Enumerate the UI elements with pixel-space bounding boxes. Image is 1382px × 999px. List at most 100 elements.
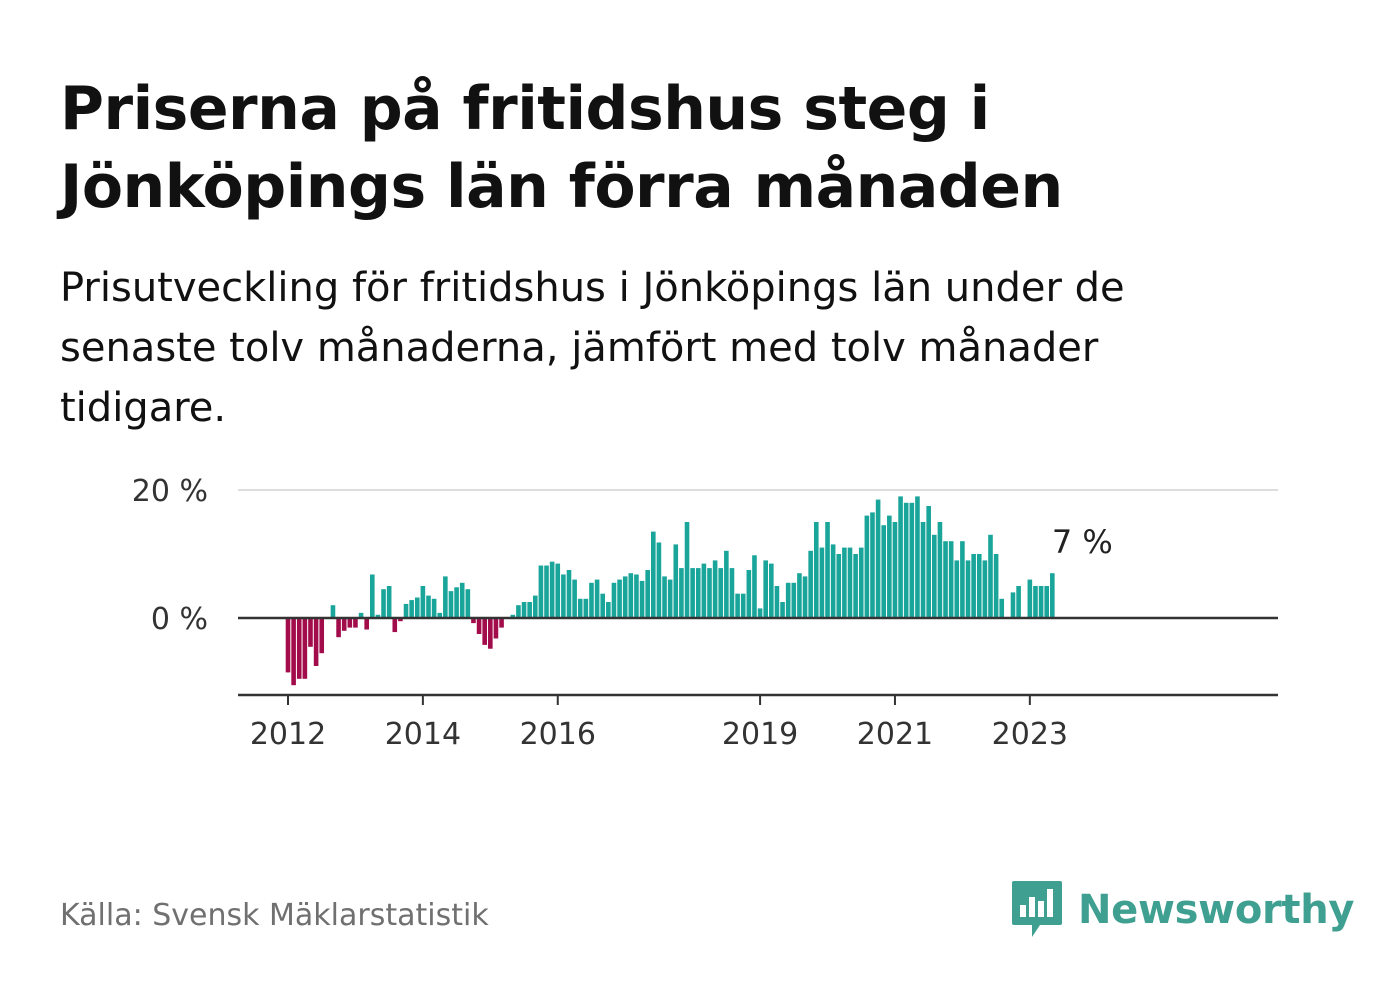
bar	[465, 589, 471, 618]
bar	[414, 597, 420, 618]
bar	[476, 618, 482, 634]
bar	[903, 502, 909, 618]
bar	[336, 618, 341, 638]
bar	[611, 582, 617, 618]
bar	[639, 580, 645, 618]
bar	[319, 618, 325, 654]
bar	[780, 602, 785, 618]
bar	[858, 547, 864, 618]
bar	[454, 587, 459, 618]
bar	[347, 618, 353, 628]
bar	[920, 522, 926, 618]
bar	[881, 525, 887, 618]
tick-labels: 0 % 20 % 2012 2014 2016 2019 2021 2023 7 %	[132, 474, 1113, 752]
bar	[971, 554, 976, 618]
bar	[740, 593, 746, 618]
bar	[830, 544, 836, 618]
bar	[909, 502, 915, 618]
bar	[724, 550, 729, 618]
bar	[291, 618, 296, 686]
bar	[471, 618, 476, 624]
bar	[538, 565, 544, 618]
bar	[510, 614, 516, 618]
bar	[954, 560, 960, 618]
bar	[645, 570, 650, 618]
chart-title: Priserna på fritidshus steg i Jönköpings…	[60, 74, 1063, 222]
bar	[392, 618, 398, 633]
bar	[999, 598, 1005, 618]
bar	[330, 605, 336, 618]
brand-logo[interactable]: Newsworthy	[1010, 878, 1355, 942]
x-tick-label: 2014	[385, 717, 461, 752]
x-tick-label: 2023	[992, 717, 1068, 752]
bar	[887, 515, 892, 618]
bar	[656, 542, 662, 618]
bar	[898, 496, 903, 618]
bar	[707, 568, 712, 618]
bar	[808, 550, 813, 618]
brand-name: Newsworthy	[1078, 887, 1355, 933]
bar	[752, 555, 757, 618]
bar	[364, 618, 369, 630]
bar	[937, 522, 943, 618]
bar	[302, 618, 308, 679]
bar	[870, 512, 875, 618]
bar	[572, 579, 577, 618]
bar	[313, 618, 319, 666]
bar	[802, 576, 808, 618]
bar	[353, 618, 358, 628]
bar	[1033, 586, 1038, 618]
bar	[1044, 586, 1049, 618]
bar	[443, 576, 448, 618]
bar	[566, 570, 572, 618]
bar	[892, 522, 898, 618]
bar	[948, 541, 954, 618]
bar	[493, 618, 499, 639]
bar	[673, 544, 679, 618]
bar	[735, 593, 740, 618]
bar	[690, 568, 695, 618]
bar	[836, 554, 842, 618]
bar	[819, 547, 825, 618]
bar	[499, 618, 504, 628]
bar	[583, 598, 589, 618]
bar	[993, 554, 999, 618]
bar	[926, 506, 931, 618]
bar	[718, 568, 724, 618]
bar	[847, 547, 853, 618]
bar	[976, 554, 982, 618]
bar	[982, 560, 988, 618]
chart-subtitle: Prisutveckling för fritidshus i Jönköpin…	[60, 265, 1125, 431]
bar	[746, 570, 752, 618]
bar	[769, 563, 774, 618]
bar	[701, 563, 707, 618]
bar	[398, 618, 403, 622]
x-tick-label: 2016	[520, 717, 596, 752]
bar	[482, 618, 487, 645]
bar	[628, 573, 634, 618]
bar	[662, 576, 667, 618]
bar	[864, 515, 870, 618]
bar	[679, 568, 684, 618]
bar	[617, 579, 622, 618]
bar	[622, 576, 628, 618]
bar	[651, 531, 656, 618]
bar	[875, 499, 881, 618]
axes	[238, 616, 1278, 705]
source-note: Källa: Svensk Mäklarstatistik	[60, 898, 489, 933]
y-tick-label: 0 %	[151, 602, 208, 637]
bar	[589, 582, 594, 618]
bar	[757, 608, 763, 618]
bar	[561, 574, 566, 618]
bars	[285, 496, 1055, 686]
bar	[842, 547, 847, 618]
bar	[634, 574, 639, 618]
bar	[437, 612, 443, 618]
bar	[403, 603, 409, 618]
bar	[420, 586, 426, 618]
bar	[448, 591, 454, 618]
bar	[915, 496, 920, 618]
bar	[341, 618, 347, 631]
bar	[459, 582, 465, 618]
bar	[729, 568, 735, 618]
